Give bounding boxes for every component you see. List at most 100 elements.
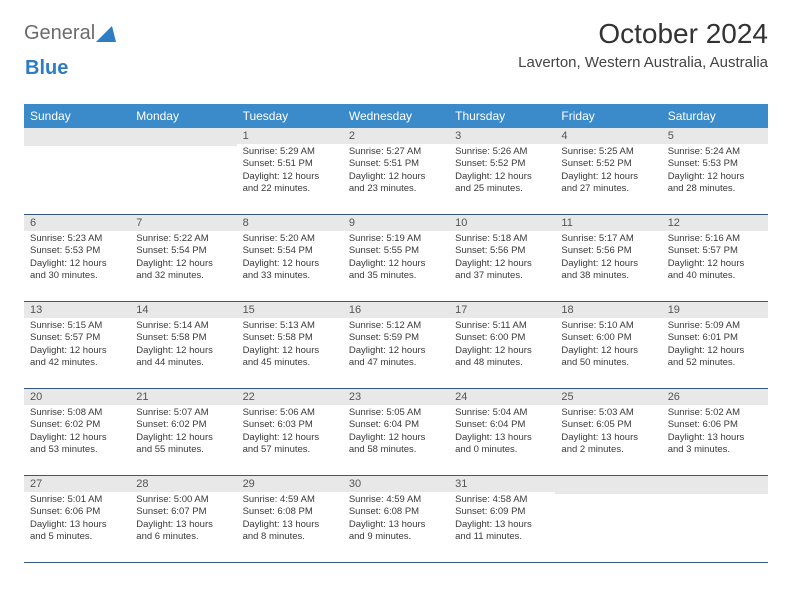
day-number: 27	[24, 476, 130, 492]
day-cell: 5Sunrise: 5:24 AMSunset: 5:53 PMDaylight…	[662, 128, 768, 214]
day-body: Sunrise: 5:10 AMSunset: 6:00 PMDaylight:…	[555, 318, 661, 373]
day-cell: 21Sunrise: 5:07 AMSunset: 6:02 PMDayligh…	[130, 389, 236, 475]
day-header: Saturday	[662, 104, 768, 128]
day-cell: 10Sunrise: 5:18 AMSunset: 5:56 PMDayligh…	[449, 215, 555, 301]
day-cell: 29Sunrise: 4:59 AMSunset: 6:08 PMDayligh…	[237, 476, 343, 562]
day-cell: 12Sunrise: 5:16 AMSunset: 5:57 PMDayligh…	[662, 215, 768, 301]
day-body: Sunrise: 5:22 AMSunset: 5:54 PMDaylight:…	[130, 231, 236, 286]
day-body: Sunrise: 5:16 AMSunset: 5:57 PMDaylight:…	[662, 231, 768, 286]
day-body: Sunrise: 5:13 AMSunset: 5:58 PMDaylight:…	[237, 318, 343, 373]
week-row: 13Sunrise: 5:15 AMSunset: 5:57 PMDayligh…	[24, 302, 768, 389]
day-body: Sunrise: 5:03 AMSunset: 6:05 PMDaylight:…	[555, 405, 661, 460]
day-number: 15	[237, 302, 343, 318]
day-cell: 9Sunrise: 5:19 AMSunset: 5:55 PMDaylight…	[343, 215, 449, 301]
day-number: 31	[449, 476, 555, 492]
day-body: Sunrise: 5:12 AMSunset: 5:59 PMDaylight:…	[343, 318, 449, 373]
day-number: 1	[237, 128, 343, 144]
day-number: 26	[662, 389, 768, 405]
day-cell	[130, 128, 236, 214]
day-header: Friday	[555, 104, 661, 128]
day-cell: 16Sunrise: 5:12 AMSunset: 5:59 PMDayligh…	[343, 302, 449, 388]
day-number: 23	[343, 389, 449, 405]
day-cell: 31Sunrise: 4:58 AMSunset: 6:09 PMDayligh…	[449, 476, 555, 562]
day-header: Monday	[130, 104, 236, 128]
day-cell: 18Sunrise: 5:10 AMSunset: 6:00 PMDayligh…	[555, 302, 661, 388]
day-number: 2	[343, 128, 449, 144]
day-body: Sunrise: 5:17 AMSunset: 5:56 PMDaylight:…	[555, 231, 661, 286]
day-cell: 19Sunrise: 5:09 AMSunset: 6:01 PMDayligh…	[662, 302, 768, 388]
day-number: 4	[555, 128, 661, 144]
logo: General	[24, 22, 118, 45]
day-cell: 23Sunrise: 5:05 AMSunset: 6:04 PMDayligh…	[343, 389, 449, 475]
week-row: 1Sunrise: 5:29 AMSunset: 5:51 PMDaylight…	[24, 128, 768, 215]
day-number: 22	[237, 389, 343, 405]
day-number	[130, 128, 236, 146]
day-number: 14	[130, 302, 236, 318]
logo-text-blue: Blue	[25, 57, 68, 79]
day-header: Thursday	[449, 104, 555, 128]
day-number: 9	[343, 215, 449, 231]
day-cell	[555, 476, 661, 562]
day-cell: 27Sunrise: 5:01 AMSunset: 6:06 PMDayligh…	[24, 476, 130, 562]
day-body: Sunrise: 5:02 AMSunset: 6:06 PMDaylight:…	[662, 405, 768, 460]
day-number: 20	[24, 389, 130, 405]
day-body: Sunrise: 5:06 AMSunset: 6:03 PMDaylight:…	[237, 405, 343, 460]
day-cell: 26Sunrise: 5:02 AMSunset: 6:06 PMDayligh…	[662, 389, 768, 475]
day-body: Sunrise: 5:09 AMSunset: 6:01 PMDaylight:…	[662, 318, 768, 373]
day-number: 10	[449, 215, 555, 231]
day-body: Sunrise: 5:05 AMSunset: 6:04 PMDaylight:…	[343, 405, 449, 460]
day-cell: 2Sunrise: 5:27 AMSunset: 5:51 PMDaylight…	[343, 128, 449, 214]
day-cell: 25Sunrise: 5:03 AMSunset: 6:05 PMDayligh…	[555, 389, 661, 475]
day-number	[24, 128, 130, 146]
day-body: Sunrise: 5:00 AMSunset: 6:07 PMDaylight:…	[130, 492, 236, 547]
day-cell: 1Sunrise: 5:29 AMSunset: 5:51 PMDaylight…	[237, 128, 343, 214]
week-row: 20Sunrise: 5:08 AMSunset: 6:02 PMDayligh…	[24, 389, 768, 476]
day-cell: 30Sunrise: 4:59 AMSunset: 6:08 PMDayligh…	[343, 476, 449, 562]
day-body: Sunrise: 4:59 AMSunset: 6:08 PMDaylight:…	[343, 492, 449, 547]
day-body: Sunrise: 5:24 AMSunset: 5:53 PMDaylight:…	[662, 144, 768, 199]
day-number: 30	[343, 476, 449, 492]
day-number: 7	[130, 215, 236, 231]
day-body: Sunrise: 5:26 AMSunset: 5:52 PMDaylight:…	[449, 144, 555, 199]
day-number	[662, 476, 768, 494]
day-body: Sunrise: 5:01 AMSunset: 6:06 PMDaylight:…	[24, 492, 130, 547]
day-body: Sunrise: 5:18 AMSunset: 5:56 PMDaylight:…	[449, 231, 555, 286]
day-header: Wednesday	[343, 104, 449, 128]
day-number: 29	[237, 476, 343, 492]
day-cell	[24, 128, 130, 214]
day-number: 12	[662, 215, 768, 231]
day-body: Sunrise: 5:15 AMSunset: 5:57 PMDaylight:…	[24, 318, 130, 373]
day-number: 18	[555, 302, 661, 318]
day-header: Tuesday	[237, 104, 343, 128]
week-row: 27Sunrise: 5:01 AMSunset: 6:06 PMDayligh…	[24, 476, 768, 563]
day-cell: 22Sunrise: 5:06 AMSunset: 6:03 PMDayligh…	[237, 389, 343, 475]
day-body: Sunrise: 5:23 AMSunset: 5:53 PMDaylight:…	[24, 231, 130, 286]
day-number: 13	[24, 302, 130, 318]
day-cell: 20Sunrise: 5:08 AMSunset: 6:02 PMDayligh…	[24, 389, 130, 475]
day-number: 6	[24, 215, 130, 231]
day-body: Sunrise: 4:58 AMSunset: 6:09 PMDaylight:…	[449, 492, 555, 547]
day-number: 17	[449, 302, 555, 318]
day-cell: 24Sunrise: 5:04 AMSunset: 6:04 PMDayligh…	[449, 389, 555, 475]
day-number: 24	[449, 389, 555, 405]
day-cell: 14Sunrise: 5:14 AMSunset: 5:58 PMDayligh…	[130, 302, 236, 388]
day-number: 25	[555, 389, 661, 405]
day-number: 5	[662, 128, 768, 144]
day-cell: 8Sunrise: 5:20 AMSunset: 5:54 PMDaylight…	[237, 215, 343, 301]
calendar-header-row: SundayMondayTuesdayWednesdayThursdayFrid…	[24, 104, 768, 128]
day-cell: 13Sunrise: 5:15 AMSunset: 5:57 PMDayligh…	[24, 302, 130, 388]
day-number: 11	[555, 215, 661, 231]
day-body: Sunrise: 5:20 AMSunset: 5:54 PMDaylight:…	[237, 231, 343, 286]
month-title: October 2024	[518, 18, 768, 50]
day-cell: 7Sunrise: 5:22 AMSunset: 5:54 PMDaylight…	[130, 215, 236, 301]
day-header: Sunday	[24, 104, 130, 128]
day-body: Sunrise: 5:14 AMSunset: 5:58 PMDaylight:…	[130, 318, 236, 373]
day-number: 3	[449, 128, 555, 144]
day-number: 28	[130, 476, 236, 492]
day-cell: 6Sunrise: 5:23 AMSunset: 5:53 PMDaylight…	[24, 215, 130, 301]
day-body: Sunrise: 5:04 AMSunset: 6:04 PMDaylight:…	[449, 405, 555, 460]
day-body: Sunrise: 5:08 AMSunset: 6:02 PMDaylight:…	[24, 405, 130, 460]
day-number	[555, 476, 661, 494]
day-body: Sunrise: 5:07 AMSunset: 6:02 PMDaylight:…	[130, 405, 236, 460]
calendar-body: 1Sunrise: 5:29 AMSunset: 5:51 PMDaylight…	[24, 128, 768, 563]
